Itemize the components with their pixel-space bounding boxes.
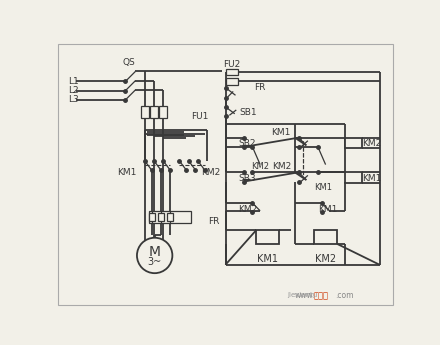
Text: L1: L1 [69, 77, 79, 86]
Text: KM1: KM1 [362, 174, 381, 183]
Bar [226, 69, 238, 75]
Text: SB1: SB1 [239, 108, 257, 117]
Circle shape [137, 238, 172, 273]
Text: QS: QS [123, 58, 136, 68]
Bar [159, 106, 167, 118]
Text: KM2: KM2 [315, 254, 336, 264]
Text: KM2: KM2 [238, 205, 258, 214]
Bar [158, 213, 164, 221]
Text: .com: .com [336, 291, 354, 300]
Text: 3~: 3~ [147, 257, 162, 267]
Text: KM2: KM2 [251, 162, 269, 171]
Text: M: M [149, 245, 161, 259]
Text: FU2: FU2 [223, 60, 240, 69]
Text: L3: L3 [69, 96, 79, 105]
Text: KM1: KM1 [257, 254, 279, 264]
Text: KM2: KM2 [362, 139, 381, 148]
Bar [314, 230, 337, 244]
Text: KM2: KM2 [272, 162, 291, 171]
Bar [345, 138, 362, 148]
Text: FU1: FU1 [192, 112, 209, 121]
Bar [257, 230, 279, 244]
Bar [345, 172, 362, 183]
Text: www.: www. [295, 291, 315, 300]
Text: L2: L2 [69, 86, 79, 95]
Bar [149, 211, 191, 223]
Text: KM1: KM1 [117, 168, 136, 177]
Text: KM1: KM1 [318, 205, 337, 214]
Bar [150, 106, 158, 118]
Bar [141, 106, 149, 118]
Text: SB2: SB2 [238, 139, 256, 148]
Text: KM1: KM1 [314, 183, 332, 192]
Text: 接线图: 接线图 [314, 291, 329, 300]
Bar [167, 213, 173, 221]
Bar [226, 78, 238, 85]
Text: KM2: KM2 [201, 168, 220, 177]
Text: FR: FR [208, 217, 219, 226]
Text: jiexiantu: jiexiantu [287, 293, 317, 298]
Bar [149, 213, 155, 221]
Text: FR: FR [254, 83, 265, 92]
Text: KM1: KM1 [271, 128, 291, 137]
Text: SB3: SB3 [238, 174, 256, 183]
